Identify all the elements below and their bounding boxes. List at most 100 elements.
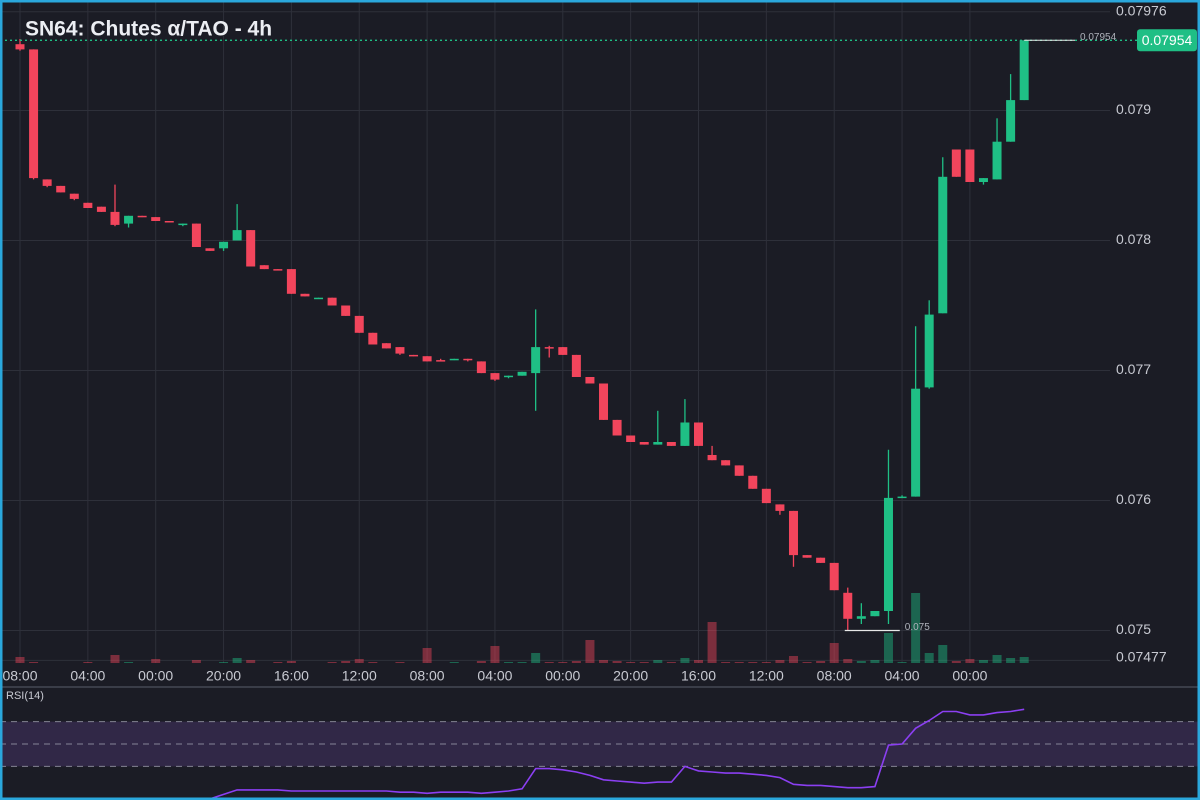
x-tick-label: 12:00 — [749, 668, 784, 684]
candle-body — [449, 358, 459, 361]
candle-body — [219, 241, 229, 249]
candle-body — [42, 179, 52, 186]
candle-body — [585, 377, 595, 384]
volume-bar — [992, 655, 1002, 663]
y-tick-label: 0.078 — [1116, 231, 1151, 247]
x-tick-label: 04:00 — [477, 668, 512, 684]
candle-body — [531, 347, 541, 374]
candle-body — [517, 371, 527, 376]
volume-bar — [911, 593, 921, 663]
candle-body — [504, 375, 514, 378]
candle-body — [191, 223, 201, 247]
x-tick-label: 16:00 — [681, 668, 716, 684]
x-tick-label: 08:00 — [817, 668, 852, 684]
volume-bar — [978, 660, 988, 663]
volume-bar — [883, 633, 893, 663]
volume-bar — [504, 662, 514, 663]
overlay: 0.07477 0.075 0.076 0.077 0.078 0.079 0.07976 0… — [0, 2, 1197, 684]
rsi-line — [209, 708, 1025, 800]
rsi-pane — [0, 708, 1200, 800]
candle-body — [978, 178, 988, 182]
candle-body — [680, 422, 690, 446]
volume-bar — [83, 662, 93, 663]
candle-body — [788, 510, 798, 556]
x-tick-label: 00:00 — [545, 668, 580, 684]
volume-bar — [816, 661, 826, 663]
volume-bar — [639, 662, 649, 663]
candle-body — [748, 475, 758, 489]
grid — [0, 0, 1110, 663]
candle-body — [694, 422, 703, 446]
candle-body — [965, 149, 975, 182]
candle-body — [15, 44, 25, 50]
volume-bar — [191, 660, 201, 663]
candle-body — [829, 562, 839, 591]
candle-body — [246, 230, 256, 267]
max-marker-label: 0.07954 — [1080, 32, 1117, 43]
volume-bar — [395, 662, 405, 663]
volume-bar — [273, 662, 283, 663]
candle-body — [381, 343, 391, 349]
candle-body — [327, 297, 337, 306]
x-tick-label: 00:00 — [138, 668, 173, 684]
candle-body — [571, 354, 581, 377]
candle-body — [721, 460, 731, 466]
candle-body — [490, 373, 500, 380]
candle-body — [205, 248, 215, 251]
candle-body — [124, 215, 134, 224]
volume-bar — [341, 661, 351, 663]
volume-bar — [29, 662, 39, 663]
candle-layer — [15, 39, 1029, 631]
volume-bar — [788, 656, 798, 663]
candle-body — [273, 269, 283, 271]
candle-body — [368, 332, 378, 345]
candle-body — [436, 360, 446, 362]
candle-body — [1006, 100, 1016, 142]
candle-body — [56, 185, 66, 193]
candle-body — [544, 347, 554, 349]
volume-bar — [517, 662, 527, 663]
candle-body — [463, 358, 473, 361]
chart-title: SN64: Chutes α/TAO - 4h — [25, 18, 272, 41]
candle-body — [422, 356, 432, 362]
volume-bar — [110, 655, 120, 663]
volume-bar — [1006, 658, 1016, 663]
volume-bar — [897, 662, 907, 663]
x-tick-label: 04:00 — [70, 668, 105, 684]
candle-body — [69, 193, 79, 199]
volume-bar — [544, 662, 554, 663]
volume-bar — [870, 660, 880, 663]
candle-body — [775, 504, 785, 511]
candle-body — [476, 361, 486, 374]
candle-body — [558, 347, 568, 355]
x-tick-label: 08:00 — [410, 668, 445, 684]
volume-bar — [449, 662, 459, 663]
candle-body — [599, 383, 609, 420]
candle-body — [951, 149, 961, 177]
candle-body — [314, 297, 324, 300]
volume-bar — [1019, 657, 1029, 663]
min-marker-label: 0.075 — [905, 622, 930, 633]
candle-body — [653, 442, 663, 445]
candle-body — [178, 223, 188, 226]
volume-bar — [571, 661, 581, 663]
volume-bar — [924, 653, 934, 663]
last-price-label: 0.07954 — [1142, 32, 1193, 48]
y-tick-label: 0.07477 — [1116, 649, 1167, 665]
y-tick-label: 0.075 — [1116, 621, 1151, 637]
candle-body — [409, 354, 419, 357]
volume-layer — [15, 593, 1029, 663]
volume-bar — [354, 659, 364, 663]
candle-body — [639, 442, 649, 445]
y-tick-label: 0.07976 — [1116, 2, 1167, 18]
candle-body — [164, 221, 174, 223]
rsi-label: RSI(14) — [6, 690, 44, 702]
volume-bar — [748, 662, 758, 663]
candle-body — [843, 592, 853, 619]
candle-body — [911, 388, 921, 497]
candle-body — [856, 616, 866, 619]
volume-bar — [761, 662, 771, 663]
x-tick-label: 20:00 — [613, 668, 648, 684]
candle-body — [137, 215, 147, 218]
